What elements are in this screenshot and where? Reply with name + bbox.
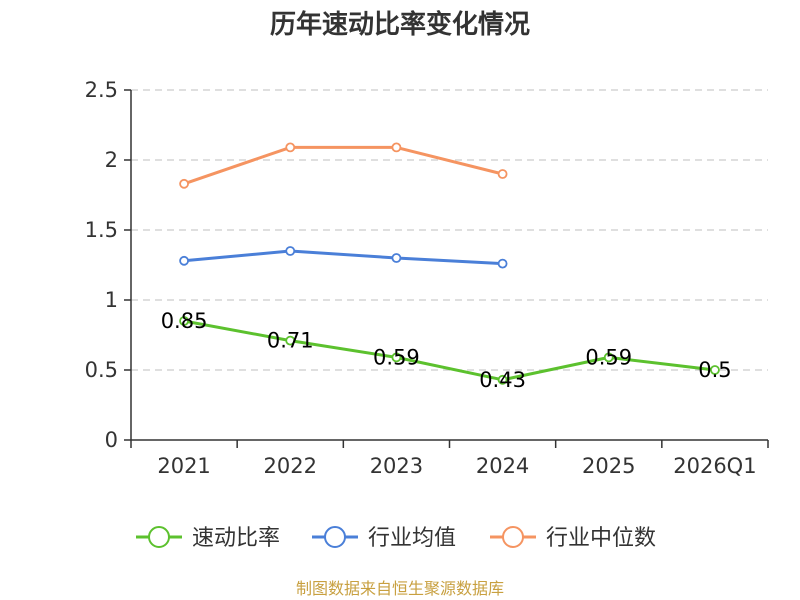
y-tick-label: 0 — [105, 428, 118, 452]
source-note: 制图数据来自恒生聚源数据库 — [296, 579, 504, 598]
data-point — [497, 374, 508, 385]
legend-label: 行业中位数 — [546, 526, 656, 551]
x-tick-label: 2021 — [157, 454, 210, 478]
data-point — [179, 316, 189, 326]
series — [179, 246, 508, 269]
data-point — [285, 246, 296, 256]
y-tick-label: 2.5 — [85, 78, 118, 102]
data-point — [391, 352, 402, 363]
legend-item: 行业中位数 — [490, 526, 656, 551]
data-label: 0.71 — [267, 329, 314, 353]
x-tick-label: 2022 — [264, 454, 317, 478]
data-point — [497, 169, 508, 179]
data-point — [391, 253, 402, 263]
data-label: 0.5 — [698, 358, 731, 382]
x-tick-label: 2024 — [476, 454, 529, 478]
y-tick-label: 1 — [105, 288, 118, 312]
x-tick-label: 2026Q1 — [673, 454, 756, 478]
data-point — [391, 142, 402, 153]
legend-swatch-marker — [324, 526, 346, 548]
data-point — [497, 258, 508, 269]
y-tick-label: 1.5 — [85, 218, 118, 242]
x-tick-label: 2025 — [582, 454, 635, 478]
y-tick-label: 0.5 — [85, 358, 118, 382]
series-line — [183, 319, 716, 382]
x-tick-label: 2023 — [370, 454, 423, 478]
data-point — [285, 142, 296, 153]
y-tick-label: 2 — [105, 148, 118, 172]
series — [179, 142, 508, 189]
legend-label: 行业均值 — [368, 526, 456, 551]
legend-item: 行业均值 — [312, 526, 456, 551]
axes: 0 0.5 1 1.5 2 2.5 2021 2022 2023 2024 2025 2026Q1 — [85, 78, 769, 478]
series-line — [183, 249, 503, 266]
data-point — [603, 352, 614, 363]
data-point — [179, 178, 189, 189]
series-line — [183, 145, 503, 186]
chart-title: 历年速动比率变化情况 — [270, 9, 530, 40]
data-point — [710, 365, 720, 375]
data-label: 0.85 — [161, 309, 208, 333]
data-label: 0.59 — [585, 345, 632, 369]
data-label: 0.59 — [373, 345, 420, 369]
legend-item: 速动比率 — [136, 526, 280, 551]
legend-swatch-marker — [502, 526, 524, 548]
series-group: 0.85 0.71 0.59 0.43 0.59 0.5 — [161, 142, 732, 392]
legend-label: 速动比率 — [192, 526, 280, 551]
data-point — [285, 335, 296, 346]
legend: 速动比率 行业均值 行业中位数 — [136, 526, 656, 551]
series: 0.85 0.71 0.59 0.43 0.59 0.5 — [161, 309, 732, 392]
data-label: 0.43 — [479, 368, 526, 392]
data-point — [179, 255, 189, 266]
legend-swatch-marker — [148, 526, 170, 548]
